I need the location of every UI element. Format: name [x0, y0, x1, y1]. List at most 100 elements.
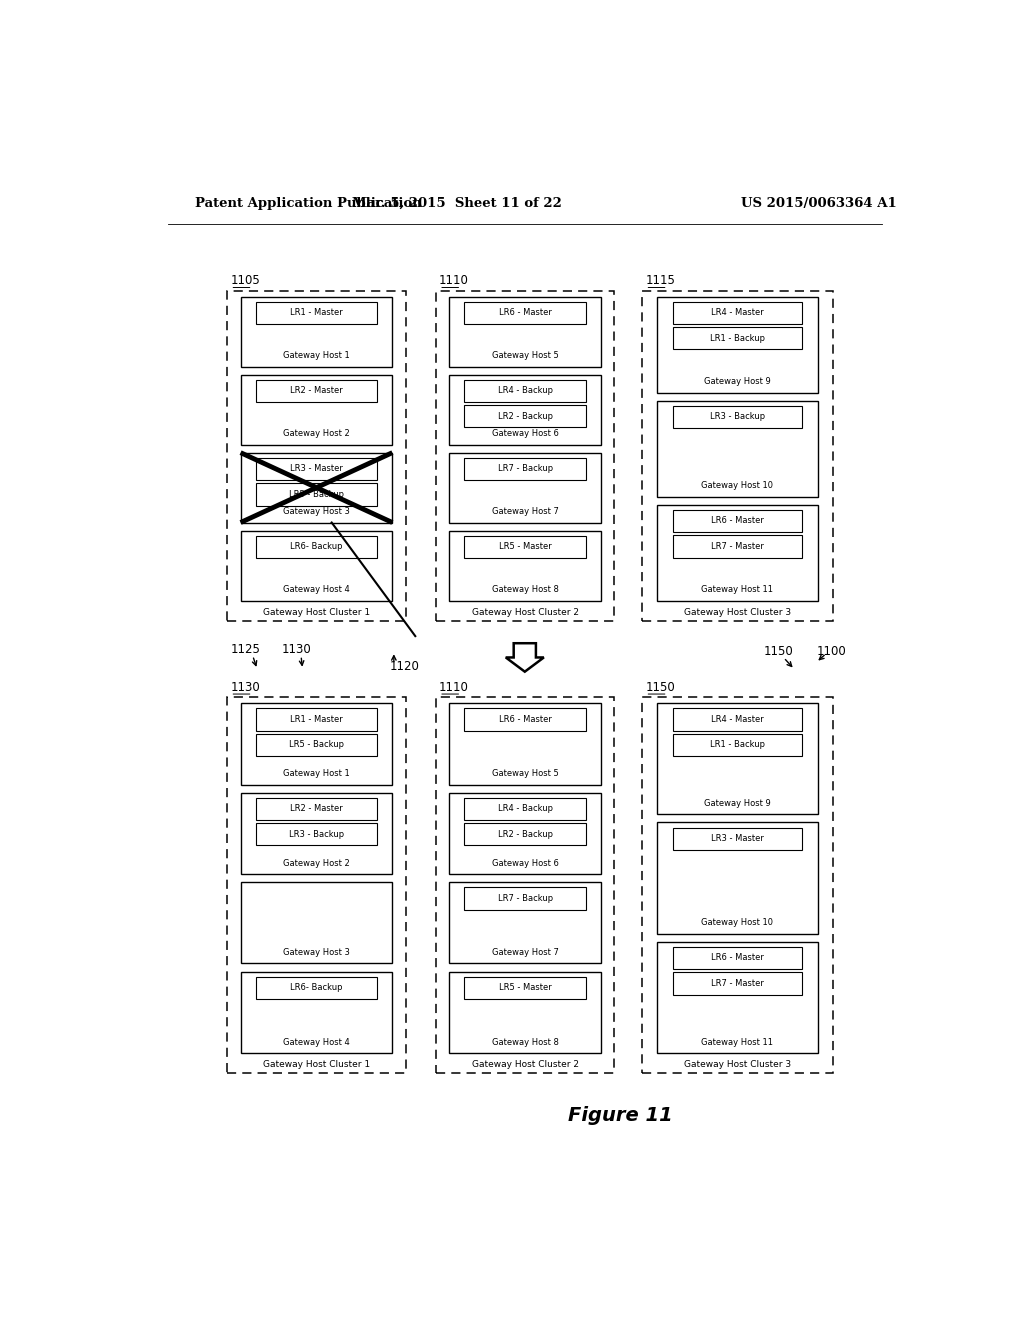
Bar — [465, 977, 586, 999]
Bar — [465, 824, 586, 846]
Bar — [656, 297, 818, 392]
Text: LR1 - Master: LR1 - Master — [290, 715, 343, 723]
Text: LR3 - Master: LR3 - Master — [290, 465, 343, 474]
Text: Gateway Host 10: Gateway Host 10 — [701, 919, 773, 928]
Bar — [450, 297, 601, 367]
Text: 1105: 1105 — [230, 275, 260, 288]
Bar — [450, 792, 601, 874]
Text: LR6 - Master: LR6 - Master — [711, 953, 764, 962]
Bar — [673, 510, 802, 532]
Text: Gateway Host 10: Gateway Host 10 — [701, 482, 773, 491]
Bar — [656, 941, 818, 1053]
Text: LR4 - Backup: LR4 - Backup — [498, 387, 553, 396]
Bar — [256, 977, 377, 999]
Text: LR3 - Master: LR3 - Master — [711, 834, 764, 843]
Text: LR3 - Backup: LR3 - Backup — [710, 412, 765, 421]
Bar — [465, 458, 586, 480]
Bar — [465, 797, 586, 820]
Text: Gateway Host 9: Gateway Host 9 — [705, 378, 771, 387]
Text: Gateway Host Cluster 2: Gateway Host Cluster 2 — [472, 1060, 579, 1069]
Bar — [673, 302, 802, 325]
Text: LR2 - Master: LR2 - Master — [290, 804, 343, 813]
Bar — [256, 734, 377, 756]
Text: Gateway Host 2: Gateway Host 2 — [283, 859, 350, 867]
Text: Gateway Host 11: Gateway Host 11 — [701, 1038, 773, 1047]
Text: LR2 - Master: LR2 - Master — [290, 387, 343, 396]
Text: LR3 - Backup: LR3 - Backup — [289, 830, 344, 838]
Bar — [673, 709, 802, 731]
Text: LR4 - Master: LR4 - Master — [711, 309, 764, 317]
Text: LR6 - Master: LR6 - Master — [499, 309, 552, 317]
Text: 1150: 1150 — [645, 681, 675, 694]
Bar — [673, 828, 802, 850]
Bar — [465, 380, 586, 403]
Bar — [241, 531, 392, 601]
Bar — [241, 375, 392, 445]
Bar — [465, 302, 586, 325]
Text: 1100: 1100 — [817, 645, 847, 657]
Bar — [656, 822, 818, 933]
Bar — [256, 483, 377, 506]
Bar — [465, 405, 586, 428]
Bar — [673, 973, 802, 994]
Text: LR2 - Backup: LR2 - Backup — [498, 830, 553, 838]
Bar — [673, 734, 802, 756]
Text: 1115: 1115 — [645, 275, 675, 288]
Text: LR5 - Master: LR5 - Master — [499, 983, 552, 993]
Text: Mar. 5, 2015  Sheet 11 of 22: Mar. 5, 2015 Sheet 11 of 22 — [352, 197, 562, 210]
Text: Gateway Host 5: Gateway Host 5 — [492, 770, 558, 779]
Text: US 2015/0063364 A1: US 2015/0063364 A1 — [740, 197, 896, 210]
Text: 1130: 1130 — [283, 643, 312, 656]
Bar — [656, 704, 818, 814]
Bar — [642, 290, 833, 620]
Bar — [241, 972, 392, 1053]
Bar — [642, 697, 833, 1073]
Text: LR6 - Master: LR6 - Master — [499, 715, 552, 723]
Bar — [450, 704, 601, 784]
Bar — [227, 697, 406, 1073]
Text: Gateway Host 8: Gateway Host 8 — [492, 586, 559, 594]
Text: LR4 - Backup: LR4 - Backup — [498, 804, 553, 813]
Bar — [256, 536, 377, 558]
Text: 1110: 1110 — [439, 681, 469, 694]
Text: LR1 - Master: LR1 - Master — [290, 309, 343, 317]
Text: Gateway Host Cluster 1: Gateway Host Cluster 1 — [263, 1060, 370, 1069]
Bar — [256, 709, 377, 731]
Bar — [656, 401, 818, 496]
Text: LR5 - Master: LR5 - Master — [499, 543, 552, 552]
Bar — [450, 972, 601, 1053]
Bar — [256, 797, 377, 820]
Text: LR1 - Backup: LR1 - Backup — [710, 334, 765, 343]
Text: Gateway Host 4: Gateway Host 4 — [283, 586, 350, 594]
Text: Gateway Host 1: Gateway Host 1 — [283, 770, 350, 779]
Text: 1150: 1150 — [764, 645, 794, 657]
Bar — [450, 531, 601, 601]
Bar — [436, 697, 614, 1073]
Bar — [450, 882, 601, 964]
Text: Gateway Host 9: Gateway Host 9 — [705, 799, 771, 808]
Text: Gateway Host 2: Gateway Host 2 — [283, 429, 350, 438]
Text: Figure 11: Figure 11 — [567, 1106, 673, 1126]
Text: 1110: 1110 — [439, 275, 469, 288]
Text: 1125: 1125 — [230, 643, 260, 656]
Bar — [656, 504, 818, 601]
Text: Gateway Host Cluster 3: Gateway Host Cluster 3 — [684, 607, 792, 616]
Text: Gateway Host Cluster 1: Gateway Host Cluster 1 — [263, 607, 370, 616]
Text: LR5 - Backup: LR5 - Backup — [289, 741, 344, 750]
Text: LR1 - Backup: LR1 - Backup — [710, 741, 765, 750]
Bar — [241, 453, 392, 523]
Bar — [450, 375, 601, 445]
Text: LR7 - Master: LR7 - Master — [711, 979, 764, 987]
Text: LR7 - Backup: LR7 - Backup — [498, 465, 553, 474]
Bar — [450, 453, 601, 523]
Text: LR2 - Backup: LR2 - Backup — [498, 412, 553, 421]
Text: LR5 - Backup: LR5 - Backup — [289, 490, 344, 499]
Text: Gateway Host 4: Gateway Host 4 — [283, 1038, 350, 1047]
Bar — [673, 535, 802, 557]
Text: Gateway Host Cluster 3: Gateway Host Cluster 3 — [684, 1060, 792, 1069]
Text: Gateway Host Cluster 2: Gateway Host Cluster 2 — [472, 607, 579, 616]
Bar — [256, 824, 377, 846]
Text: Gateway Host 7: Gateway Host 7 — [492, 948, 559, 957]
Bar — [256, 302, 377, 325]
Text: Gateway Host 3: Gateway Host 3 — [283, 948, 350, 957]
